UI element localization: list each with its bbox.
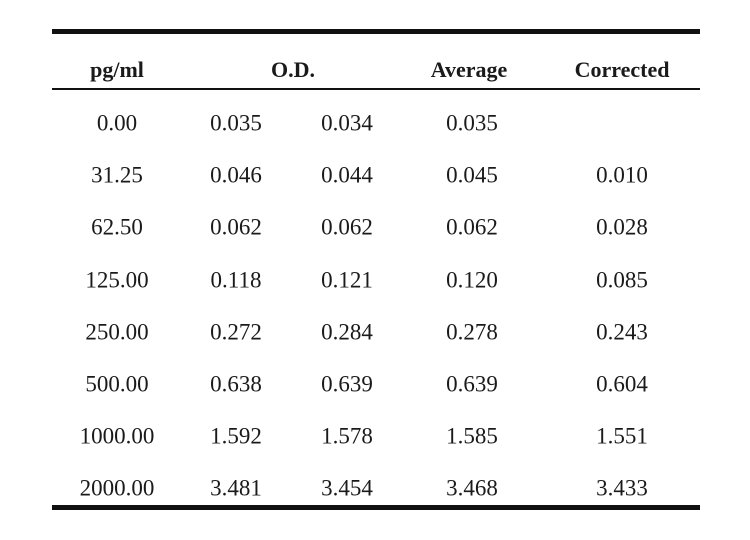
table-cell-od2: 0.284 <box>321 319 373 345</box>
table-cell-corr: 0.243 <box>596 319 648 345</box>
table-cell-avg: 0.035 <box>446 110 498 136</box>
table-cell-od2: 0.034 <box>321 110 373 136</box>
table-cell-conc: 31.25 <box>91 162 143 188</box>
table-cell-od1: 0.118 <box>210 267 262 293</box>
table-cell-conc: 250.00 <box>85 319 149 345</box>
table-cell-corr: 0.085 <box>596 267 648 293</box>
table-cell-od2: 0.121 <box>321 267 373 293</box>
table-cell-conc: 500.00 <box>85 371 149 397</box>
table-cell-od1: 0.046 <box>210 162 262 188</box>
table-cell-conc: 2000.00 <box>79 475 155 501</box>
table-cell-avg: 3.468 <box>446 475 498 501</box>
table-cell-od2: 0.639 <box>321 371 373 397</box>
table-cell-conc: 62.50 <box>91 214 143 240</box>
table-cell-avg: 0.045 <box>446 162 498 188</box>
table-header-rule <box>52 88 700 90</box>
table-cell-corr: 0.604 <box>596 371 648 397</box>
table-cell-avg: 0.120 <box>446 267 498 293</box>
table-cell-od1: 1.592 <box>210 423 262 449</box>
table-top-rule <box>52 29 700 34</box>
table-cell-od2: 0.044 <box>321 162 373 188</box>
table-cell-od1: 0.272 <box>210 319 262 345</box>
header-od: O.D. <box>271 57 315 82</box>
header-corrected: Corrected <box>574 57 670 82</box>
table-cell-od1: 0.035 <box>210 110 262 136</box>
table-cell-corr: 0.010 <box>596 162 648 188</box>
table-cell-conc: 1000.00 <box>79 423 155 449</box>
table-cell-od2: 1.578 <box>321 423 373 449</box>
table-cell-corr: 1.551 <box>596 423 648 449</box>
table-cell-corr: 3.433 <box>596 475 648 501</box>
table-cell-conc: 125.00 <box>85 267 149 293</box>
table-cell-od1: 3.481 <box>210 475 262 501</box>
table-cell-conc: 0.00 <box>96 110 138 136</box>
table-bottom-rule <box>52 505 700 510</box>
header-average: Average <box>430 57 508 82</box>
table-cell-od1: 0.062 <box>210 214 262 240</box>
table-cell-avg: 0.278 <box>446 319 498 345</box>
table-cell-avg: 0.639 <box>446 371 498 397</box>
table-cell-od2: 0.062 <box>321 214 373 240</box>
table-cell-avg: 0.062 <box>446 214 498 240</box>
header-concentration: pg/ml <box>90 57 144 82</box>
table-cell-od2: 3.454 <box>321 475 373 501</box>
table-cell-corr: 0.028 <box>596 214 648 240</box>
table-cell-avg: 1.585 <box>446 423 498 449</box>
table-cell-od1: 0.638 <box>210 371 262 397</box>
